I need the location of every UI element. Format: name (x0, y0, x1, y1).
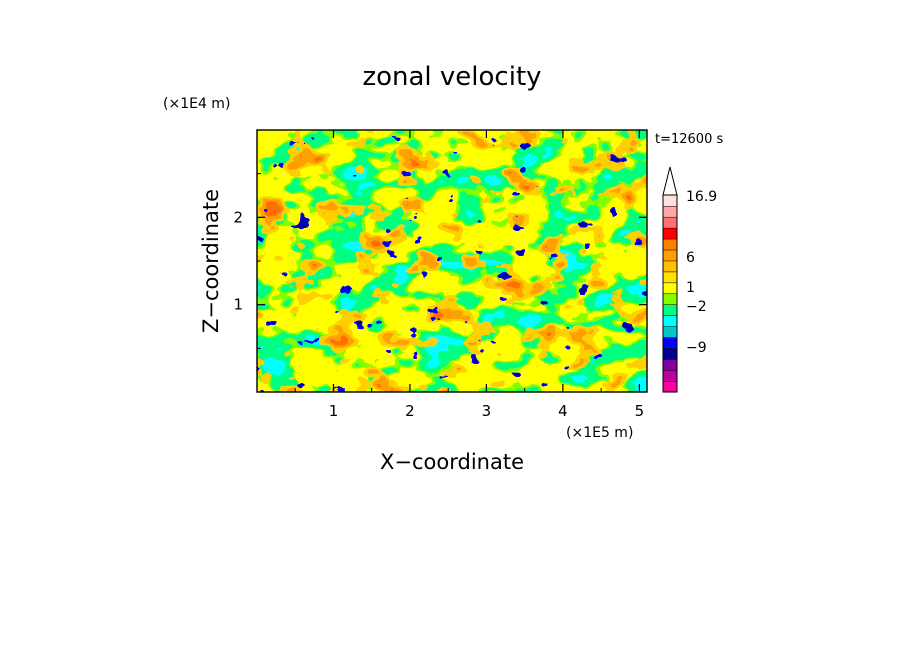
time-label: t=12600 s (655, 132, 723, 147)
x-tick-label: 2 (405, 402, 415, 420)
colorbar-swatch (662, 326, 678, 338)
colorbar: 16.9 6 1 −2 −9 (662, 166, 717, 393)
x-tick-label: 1 (329, 402, 339, 420)
y-axis-title: Z−coordinate (199, 189, 223, 333)
colorbar-swatch (662, 227, 678, 240)
colorbar-label: 16.9 (686, 189, 717, 205)
y-unit-label: (×1E4 m) (163, 96, 230, 112)
colorbar-swatch (662, 205, 678, 218)
colorbar-swatch (662, 238, 678, 251)
colorbar-swatch (662, 260, 678, 273)
colorbar-label: −2 (686, 299, 707, 315)
colorbar-swatch (662, 282, 678, 295)
colorbar-swatch (662, 271, 678, 284)
y-tick-label: 1 (233, 296, 243, 314)
colorbar-swatch (662, 293, 678, 305)
x-tick-label: 3 (482, 402, 492, 420)
chart-title: zonal velocity (362, 62, 541, 92)
velocity-field (257, 130, 647, 392)
y-tick-label: 2 (233, 208, 243, 226)
colorbar-swatch (662, 315, 678, 327)
colorbar-swatch (662, 380, 678, 393)
colorbar-swatch (662, 249, 678, 262)
colorbar-swatch (662, 369, 678, 382)
colorbar-swatch (662, 337, 678, 349)
colorbar-swatch (662, 304, 678, 316)
colorbar-swatch (662, 216, 678, 229)
x-axis-title: X−coordinate (380, 450, 524, 474)
colorbar-label: 1 (686, 280, 695, 296)
colorbar-label: −9 (686, 340, 707, 356)
colorbar-swatch (662, 358, 678, 371)
colorbar-swatch (662, 194, 678, 207)
colorbar-frame (662, 194, 678, 393)
colorbar-swatch (662, 347, 678, 360)
x-unit-label: (×1E5 m) (566, 425, 633, 441)
x-axis: 1 2 3 4 5 (294, 130, 645, 420)
y-axis: 12 (233, 173, 647, 349)
colorbar-arrow (662, 166, 678, 196)
colorbar-label: 6 (686, 250, 695, 266)
x-tick-label: 4 (558, 402, 568, 420)
x-tick-label: 5 (635, 402, 645, 420)
field-band-navy (257, 130, 647, 392)
